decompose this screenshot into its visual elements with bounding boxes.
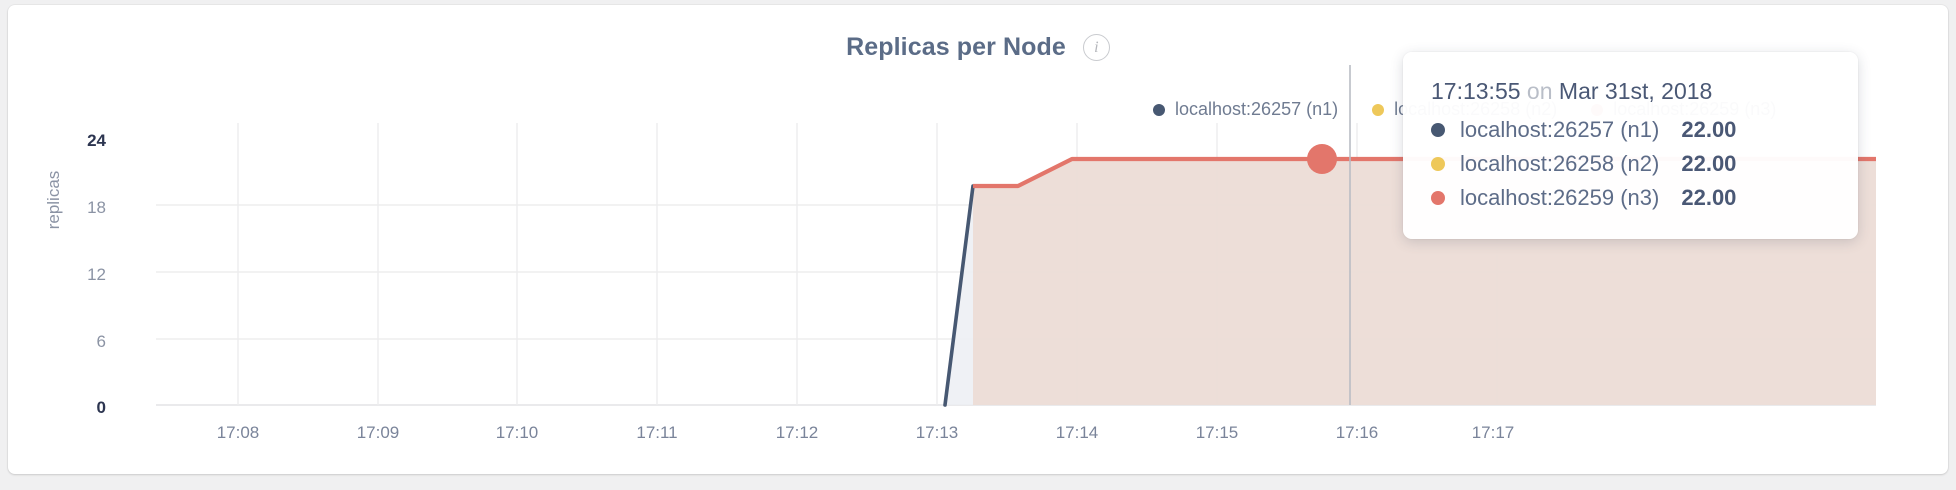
y-tick-0: 0: [96, 398, 106, 417]
x-tick-1709: 17:09: [356, 423, 400, 442]
legend-dot-n1: [1153, 103, 1165, 116]
tooltip-value-n3: 22.00: [1681, 185, 1737, 210]
hover-point-n3[interactable]: [1307, 144, 1337, 174]
info-icon[interactable]: i: [1082, 34, 1110, 61]
legend-item-n1[interactable]: localhost:26257 (n1): [1153, 99, 1338, 120]
page-title: Replicas per Node: [846, 33, 1066, 61]
x-tick-1717: 17:17: [1471, 423, 1515, 442]
tooltip-dot-n1: [1431, 123, 1445, 137]
tooltip-row-n2: localhost:26258 (n2) 22.00: [1403, 147, 1858, 181]
tooltip-row-n1: localhost:26257 (n1) 22.00: [1403, 113, 1858, 147]
x-tick-1708: 17:08: [216, 423, 260, 442]
tooltip-timestamp: 17:13:55 on Mar 31st, 2018: [1403, 78, 1858, 105]
hover-tooltip: 17:13:55 on Mar 31st, 2018 localhost:262…: [1403, 52, 1858, 239]
x-tick-1713: 17:13: [915, 423, 959, 442]
x-tick-1715: 17:15: [1195, 423, 1239, 442]
x-tick-1711: 17:11: [636, 423, 678, 442]
legend-dot-n2: [1372, 103, 1385, 116]
series-line-n1: [943, 184, 975, 407]
tooltip-label-n2: localhost:26258 (n2): [1460, 151, 1660, 176]
x-tick-1716: 17:16: [1335, 423, 1379, 442]
y-tick-6: 6: [96, 332, 106, 351]
legend-label-n1: localhost:26257 (n1): [1175, 99, 1339, 119]
y-tick-12: 12: [87, 265, 106, 284]
tooltip-date-value: Mar 31st, 2018: [1558, 78, 1713, 104]
tooltip-label-n3: localhost:26259 (n3): [1460, 185, 1660, 210]
tooltip-value-n1: 22.00: [1681, 117, 1737, 142]
tooltip-value-n2: 22.00: [1681, 151, 1737, 176]
tooltip-on-word: on: [1526, 78, 1553, 104]
y-tick-18: 18: [87, 198, 106, 217]
tooltip-row-n3: localhost:26259 (n3) 22.00: [1403, 181, 1858, 215]
chart-card: Replicas per Node i replicas 24 18 12 6 …: [8, 5, 1948, 474]
x-tick-1714: 17:14: [1055, 423, 1099, 442]
y-tick-24: 24: [87, 131, 106, 150]
x-tick-1712: 17:12: [775, 423, 819, 442]
tooltip-time-value: 17:13:55: [1431, 78, 1521, 104]
tooltip-dot-n3: [1431, 191, 1445, 205]
chart-header: Replicas per Node i: [8, 33, 1948, 62]
tooltip-dot-n2: [1431, 157, 1445, 171]
x-tick-1710: 17:10: [495, 423, 539, 442]
tooltip-label-n1: localhost:26257 (n1): [1460, 117, 1660, 142]
